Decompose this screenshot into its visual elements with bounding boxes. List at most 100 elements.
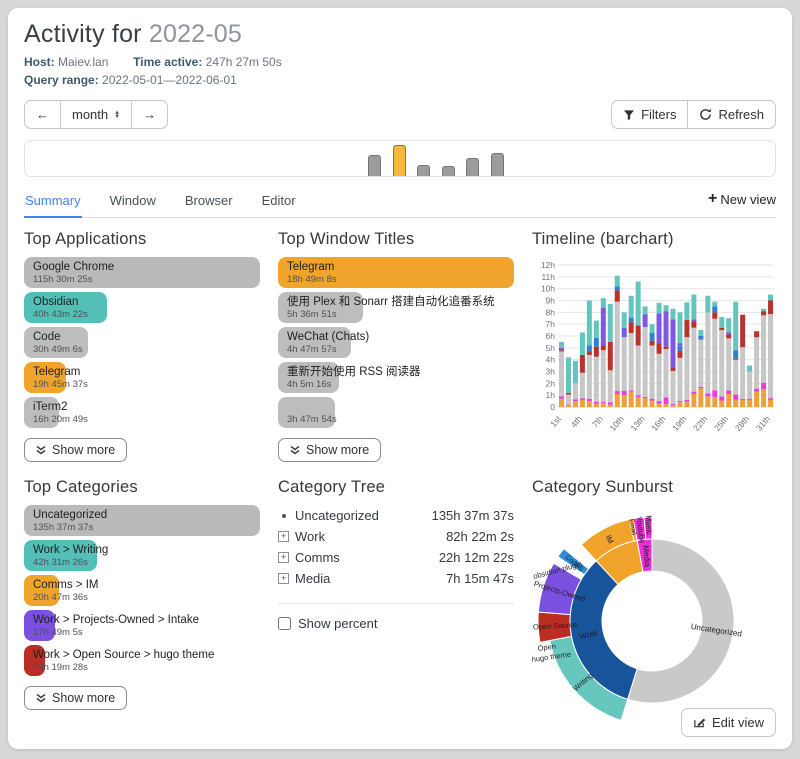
period-bar[interactable] bbox=[466, 158, 480, 176]
footer: Edit view bbox=[680, 708, 776, 737]
period-overview-chart bbox=[24, 140, 776, 177]
plus-icon: + bbox=[708, 190, 718, 207]
bar-fill bbox=[278, 292, 363, 323]
top-applications-title: Top Applications bbox=[24, 230, 147, 248]
bar-label: WeChat (Chats) bbox=[287, 331, 370, 343]
svg-text:19th: 19th bbox=[670, 414, 688, 433]
refresh-button[interactable]: Refresh bbox=[687, 100, 776, 129]
svg-text:9h: 9h bbox=[546, 296, 556, 306]
filters-label: Filters bbox=[641, 107, 677, 122]
tree-label: Media bbox=[295, 571, 331, 586]
tree-row: + Comms 22h 12m 22s bbox=[278, 547, 514, 568]
period-bar[interactable] bbox=[417, 165, 431, 176]
bar-duration: 3h 47m 54s bbox=[287, 414, 337, 425]
tree-duration: 82h 22m 2s bbox=[446, 529, 514, 544]
svg-text:2h: 2h bbox=[546, 378, 556, 388]
bar-text: Telegram 19h 45m 37s bbox=[24, 362, 260, 393]
top-window-titles-title: Top Window Titles bbox=[278, 230, 415, 248]
filters-button[interactable]: Filters bbox=[611, 100, 689, 129]
app-bar: Google Chrome 115h 30m 25s bbox=[24, 257, 260, 288]
bar-label: Telegram bbox=[287, 261, 335, 273]
bar-fill bbox=[24, 397, 60, 428]
period-select[interactable]: month ▲ ▼ bbox=[60, 100, 133, 129]
edit-view-label: Edit view bbox=[711, 715, 764, 730]
category-sunburst-title: Category Sunburst bbox=[532, 478, 673, 496]
svg-text:7th: 7th bbox=[590, 414, 605, 430]
svg-text:IM: IM bbox=[604, 534, 616, 546]
top-categories-title: Top Categories bbox=[24, 478, 138, 496]
bar-text: 使用 Plex 和 Sonarr 搭建自动化追番系统 5h 36m 51s bbox=[278, 292, 514, 323]
bar-fill bbox=[24, 327, 88, 358]
bullet-icon bbox=[282, 513, 286, 518]
section-top-categories: Top Categories Uncategorized 135h 37m 37s… bbox=[24, 478, 260, 742]
tree-duration: 22h 12m 22s bbox=[438, 550, 514, 565]
svg-text:4h: 4h bbox=[546, 355, 556, 365]
bar-label: Work > Writing bbox=[33, 544, 109, 556]
prev-period-button[interactable]: ← bbox=[24, 100, 61, 129]
category-tree: Uncategorized 135h 37m 37s + Work 82h 22m 2s… bbox=[278, 505, 514, 589]
time-active-label: Time active: bbox=[133, 55, 203, 69]
bar-text: Google Chrome 115h 30m 25s bbox=[24, 257, 260, 288]
summary-grid: Top Applications Google Chrome 115h 30m 2… bbox=[24, 230, 776, 742]
new-view-button[interactable]: + New view bbox=[708, 190, 776, 213]
bar-fill bbox=[24, 645, 46, 676]
top-applications-show-more-button[interactable]: Show more bbox=[24, 438, 128, 462]
expand-plus-icon[interactable]: + bbox=[278, 552, 289, 563]
expand-plus-icon[interactable]: + bbox=[278, 573, 289, 584]
dashboard-card: Activity for 2022-05 Host: Maiev.lan Tim… bbox=[8, 8, 792, 749]
bar-duration: 4h 47m 57s bbox=[287, 344, 337, 355]
double-chevron-down-icon bbox=[36, 445, 46, 455]
tree-label: Work bbox=[295, 529, 326, 544]
bar-duration: 17h 49m 5s bbox=[33, 627, 83, 638]
next-period-button[interactable]: → bbox=[131, 100, 169, 129]
tree-duration: 135h 37m 37s bbox=[431, 508, 514, 523]
tree-label: Uncategorized bbox=[295, 508, 379, 523]
bar-label bbox=[287, 400, 505, 414]
show-more-label: Show more bbox=[306, 443, 370, 457]
bar-fill bbox=[24, 292, 107, 323]
app-bar: iTerm2 16h 20m 49s bbox=[24, 397, 260, 428]
window-title-bar: 3h 47m 54s bbox=[278, 397, 514, 428]
category-bar: Uncategorized 135h 37m 37s bbox=[24, 505, 260, 536]
bar-duration: 115h 30m 25s bbox=[33, 274, 93, 285]
show-more-label: Show more bbox=[52, 443, 116, 457]
expand-plus-icon[interactable]: + bbox=[278, 531, 289, 542]
period-bar[interactable] bbox=[368, 155, 381, 176]
tab-browser[interactable]: Browser bbox=[184, 193, 233, 208]
period-bar[interactable] bbox=[491, 153, 504, 176]
query-range-label: Query range: bbox=[24, 73, 99, 87]
bar-duration: 42h 31m 26s bbox=[33, 557, 88, 568]
tree-icon-cell: + bbox=[278, 552, 295, 563]
svg-text:Media: Media bbox=[641, 545, 652, 568]
svg-text:6h: 6h bbox=[546, 331, 556, 341]
bar-duration: 4h 5m 16s bbox=[287, 379, 332, 390]
period-bar[interactable] bbox=[441, 166, 455, 176]
top-window-titles-show-more-button[interactable]: Show more bbox=[278, 438, 382, 462]
edit-view-button[interactable]: Edit view bbox=[680, 708, 776, 737]
controls-row: ← month ▲ ▼ → Filters Refresh bbox=[24, 100, 776, 129]
tab-summary[interactable]: Summary bbox=[24, 187, 82, 218]
tab-window[interactable]: Window bbox=[109, 193, 156, 208]
tab-editor[interactable]: Editor bbox=[261, 193, 296, 208]
svg-text:12h: 12h bbox=[541, 260, 555, 270]
section-top-window-titles: Top Window Titles Telegram 18h 49m 8s 使用 P… bbox=[278, 230, 514, 462]
bar-fill bbox=[24, 257, 260, 288]
filter-refresh-group: Filters Refresh bbox=[611, 100, 776, 129]
bar-text: Work > Projects-Owned > Intake 17h 49m 5s bbox=[24, 610, 260, 641]
bar-text: Code 30h 49m 6s bbox=[24, 327, 260, 358]
page-title: Activity for 2022-05 bbox=[24, 20, 776, 49]
period-bar[interactable] bbox=[392, 145, 406, 176]
show-percent-checkbox[interactable] bbox=[278, 617, 291, 630]
tree-duration: 7h 15m 47s bbox=[446, 571, 514, 586]
section-top-applications: Top Applications Google Chrome 115h 30m 2… bbox=[24, 230, 260, 462]
bar-text: Work > Writing 42h 31m 26s bbox=[24, 540, 260, 571]
page-title-period: 2022-05 bbox=[148, 20, 243, 48]
top-categories-show-more-button[interactable]: Show more bbox=[24, 686, 128, 710]
category-tree-title: Category Tree bbox=[278, 478, 386, 496]
bar-text: 重新开始使用 RSS 阅读器 4h 5m 16s bbox=[278, 362, 514, 393]
svg-text:22th: 22th bbox=[691, 414, 709, 433]
tree-row: + Media 7h 15m 47s bbox=[278, 568, 514, 589]
bar-fill bbox=[24, 505, 260, 536]
tree-icon-cell: + bbox=[278, 573, 295, 584]
svg-text:31th: 31th bbox=[754, 414, 772, 433]
